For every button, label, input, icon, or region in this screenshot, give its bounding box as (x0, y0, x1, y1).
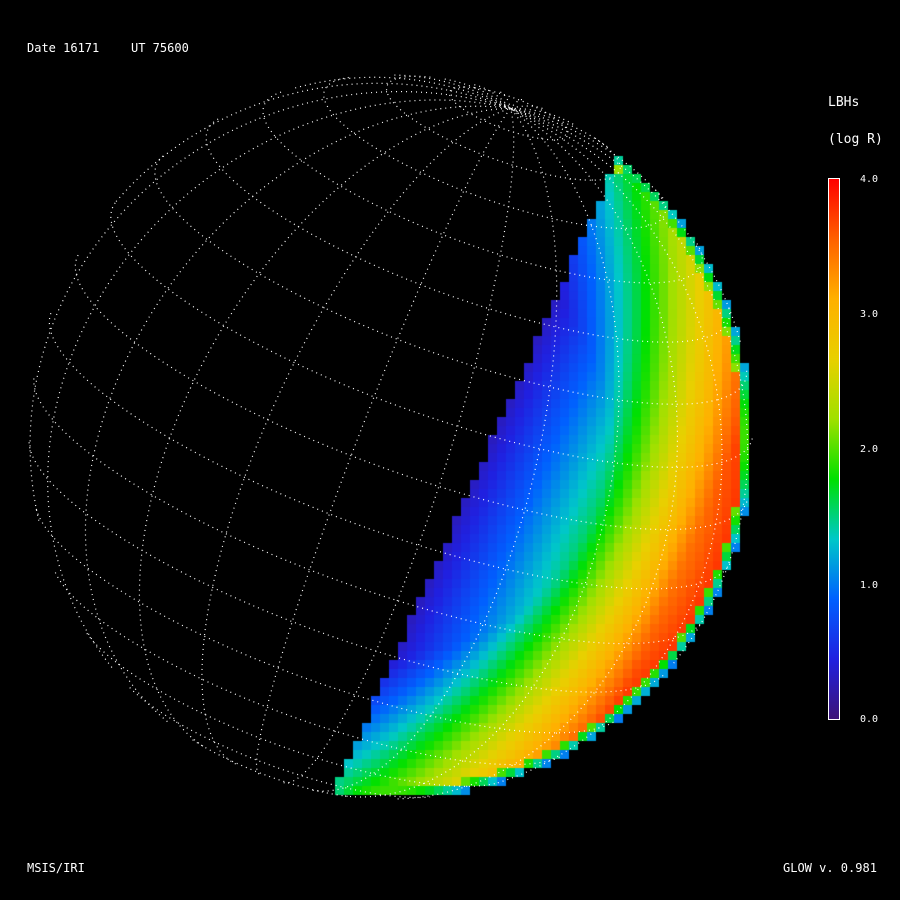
colorbar-title: LBHs (828, 95, 860, 110)
longitude-line (510, 107, 749, 664)
longitude-line (84, 105, 511, 723)
model-label: MSIS/IRI (27, 861, 85, 875)
colorbar-tick: 2.0 (860, 444, 879, 455)
longitude-line (344, 107, 620, 798)
latitude-line (33, 378, 703, 645)
latitude-line (35, 508, 617, 734)
latitude-line (28, 442, 666, 693)
latitude-line (385, 75, 621, 181)
longitude-line (510, 107, 574, 125)
latitude-line (86, 632, 498, 787)
longitude-line (474, 84, 512, 109)
latitude-line (74, 254, 749, 531)
longitude-line (115, 82, 511, 202)
latitude-line (262, 91, 703, 284)
longitude-line (500, 91, 512, 109)
longitude-line (201, 107, 511, 765)
date-label: Date 16171 (27, 41, 100, 55)
colorbar-tick: 4.0 (860, 174, 879, 185)
longitude-line (283, 108, 515, 784)
colorbar-tick: 3.0 (860, 309, 879, 320)
longitude-line (47, 99, 511, 668)
longitude-line (255, 108, 512, 775)
latitude-line (48, 313, 732, 590)
longitude-line (497, 107, 723, 784)
latitude-line (110, 202, 754, 468)
latitude-line (192, 739, 349, 798)
latitude-line (448, 86, 569, 141)
longitude-line (312, 108, 558, 792)
colorbar-tick: 0.0 (860, 714, 879, 725)
longitude-line (397, 107, 679, 800)
colorbar-tick: 1.0 (860, 580, 879, 591)
longitude-line (510, 107, 664, 199)
longitude-line (510, 107, 741, 342)
version-label: GLOW v. 0.981 (783, 861, 877, 875)
latitude-line (129, 687, 431, 799)
longitude-line (510, 105, 543, 110)
longitude-line (394, 74, 511, 109)
longitude-line (295, 76, 511, 109)
ut-label: UT 75600 (131, 41, 189, 55)
longitude-line (29, 90, 511, 521)
latitude-line (323, 76, 666, 230)
colorbar-units: (log R) (828, 132, 883, 147)
latitude-line (205, 118, 731, 343)
colorbar (828, 178, 840, 720)
longitude-line (138, 107, 511, 747)
longitude-line (510, 98, 522, 109)
latitude-line (54, 572, 562, 766)
longitude-line (510, 107, 608, 148)
longitude-line (444, 78, 511, 109)
latitude-line (154, 155, 748, 405)
